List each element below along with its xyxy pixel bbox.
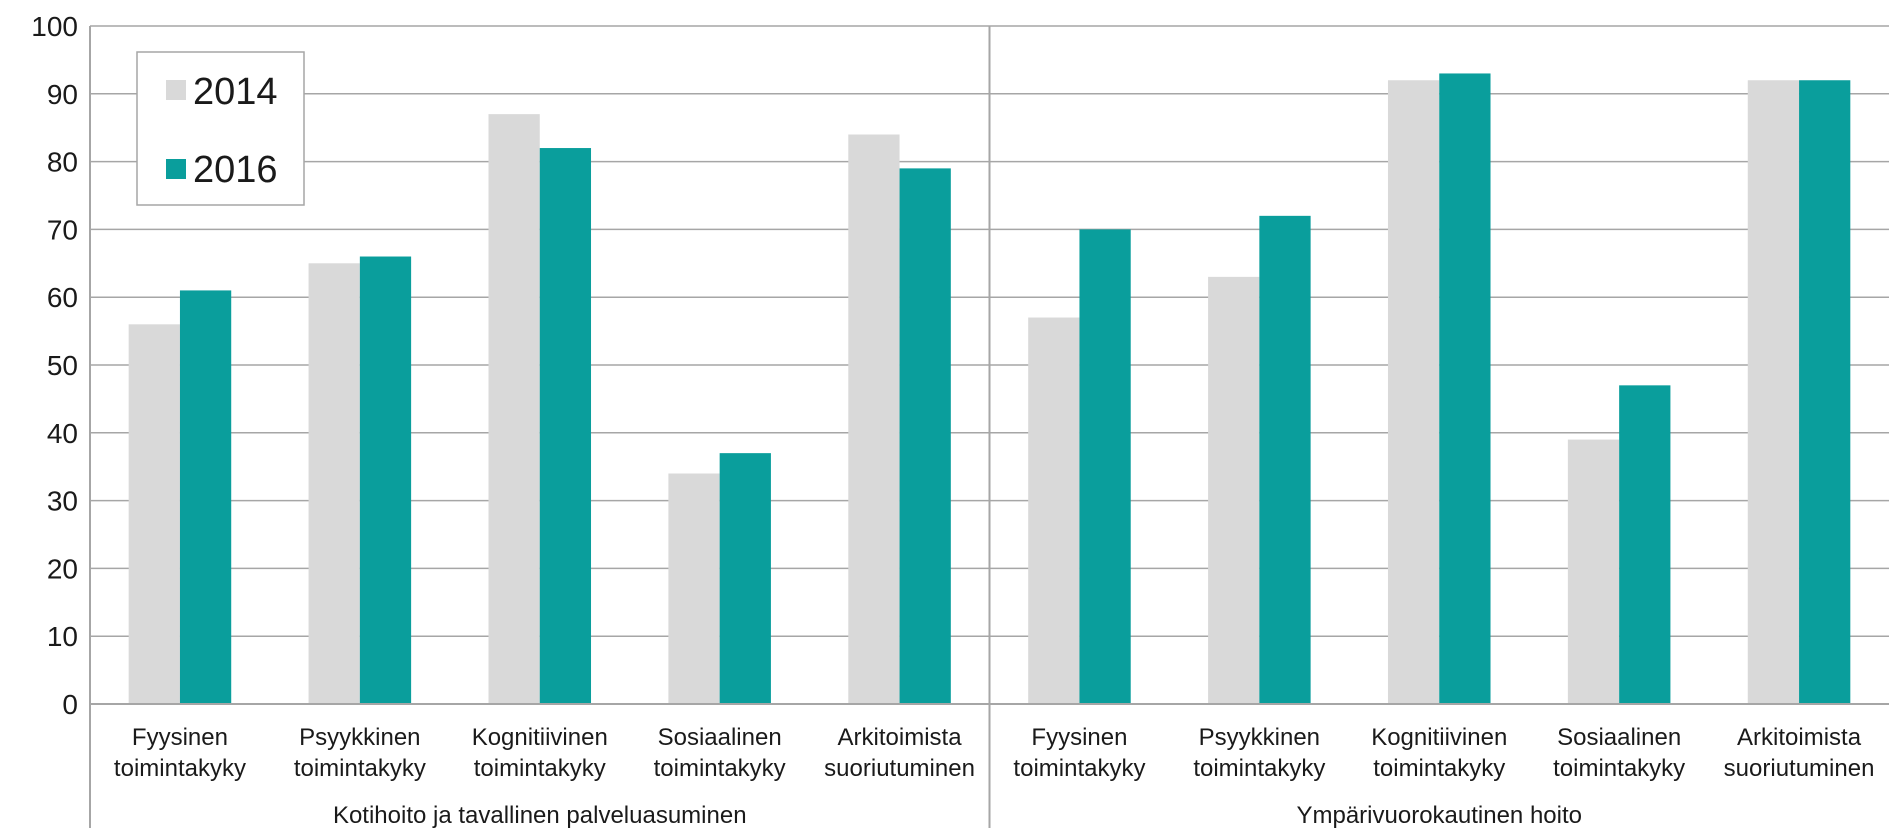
bar-2016	[899, 168, 951, 704]
legend-box	[136, 51, 305, 206]
x-category-label: toimintakyky	[1553, 755, 1685, 782]
y-tick-label: 90	[47, 79, 78, 110]
bar-2016	[539, 148, 592, 705]
x-category-label: toimintakyky	[1193, 755, 1325, 782]
x-axis-labels: Fyysinen toimintakyky Psyykkinen toimintaky…	[114, 724, 1874, 828]
x-category-label: Kognitiivinen	[1371, 724, 1507, 751]
x-category-label: toimintakyky	[294, 755, 426, 782]
bar-2014	[128, 324, 180, 704]
x-category-label: toimintakyky	[474, 755, 606, 782]
bar-2014	[1387, 80, 1440, 705]
bar-2014	[1567, 439, 1620, 704]
y-tick-label: 60	[47, 282, 78, 313]
x-category-label: Sosiaalinen	[658, 724, 782, 751]
x-category-label: toimintakyky	[654, 755, 786, 782]
legend-label-2016: 2016	[193, 149, 278, 191]
y-tick-label: 0	[62, 689, 78, 720]
x-category-label: Fyysinen	[1031, 724, 1127, 751]
bar-2014	[308, 263, 360, 704]
y-tick-label: 50	[47, 350, 78, 381]
x-category-label: Psyykkinen	[299, 724, 420, 751]
bar-2016	[359, 256, 412, 704]
bar-2016	[1619, 385, 1671, 704]
bar-2014	[1747, 80, 1800, 705]
y-tick-label: 70	[47, 214, 78, 245]
y-tick-label: 40	[47, 418, 78, 449]
bar-2016	[1799, 80, 1851, 705]
group-label: Kotihoito ja tavallinen palveluasuminen	[333, 802, 747, 828]
bar-2016	[1259, 215, 1311, 704]
bar-2016	[719, 453, 771, 704]
bar-2014	[1028, 317, 1080, 704]
legend-swatch-2014	[166, 80, 186, 100]
x-category-label: Arkitoimista	[1737, 724, 1862, 751]
bar-2014	[668, 473, 720, 704]
bars	[128, 73, 1851, 705]
bar-2014	[488, 114, 540, 704]
legend: 2014 2016	[136, 51, 305, 206]
y-tick-label: 80	[47, 147, 78, 178]
y-axis-ticks: 0 10 20 30 40 50 60 70 80 90 100	[31, 11, 78, 720]
bar-2014	[848, 134, 900, 705]
legend-label-2014: 2014	[193, 71, 278, 113]
group-label: Ympärivuorokautinen hoito	[1296, 802, 1582, 828]
x-category-label: Psyykkinen	[1199, 724, 1320, 751]
y-tick-label: 100	[31, 11, 78, 42]
y-tick-label: 20	[47, 553, 78, 584]
x-category-label: suoriutuminen	[824, 755, 975, 782]
bar-2014	[1208, 276, 1260, 704]
y-tick-label: 30	[47, 486, 78, 517]
x-category-label: Sosiaalinen	[1557, 724, 1681, 751]
y-tick-label: 10	[47, 621, 78, 652]
x-category-label: toimintakyky	[114, 755, 246, 782]
x-category-label: Kognitiivinen	[472, 724, 608, 751]
x-category-label: toimintakyky	[1373, 755, 1505, 782]
legend-swatch-2016	[166, 159, 186, 179]
bar-2016	[1079, 229, 1131, 704]
bar-2016	[1439, 73, 1491, 704]
x-category-label: toimintakyky	[1013, 755, 1145, 782]
x-category-label: Arkitoimista	[838, 724, 963, 751]
x-category-label: Fyysinen	[132, 724, 228, 751]
bar-2016	[179, 290, 232, 704]
x-category-label: suoriutuminen	[1724, 755, 1875, 782]
axes	[89, 26, 1889, 828]
